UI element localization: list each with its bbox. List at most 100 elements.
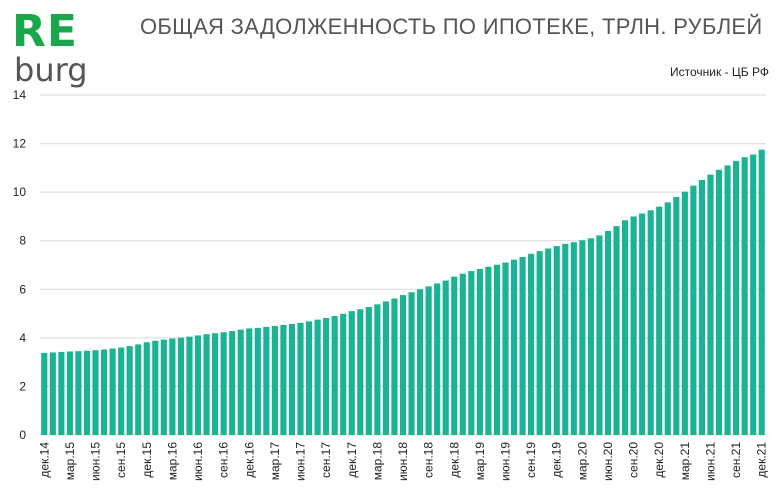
x-tick-label: сен.18: [422, 442, 436, 478]
x-tick-label: мар.16: [165, 442, 179, 481]
bar: [177, 337, 184, 435]
x-tick-label: дек.19: [550, 442, 564, 478]
bar: [314, 319, 321, 435]
bar: [357, 309, 364, 435]
bar: [41, 352, 48, 435]
bar: [604, 231, 612, 435]
bar: [186, 336, 193, 435]
bar: [741, 157, 748, 436]
bar: [690, 185, 697, 435]
bars: [41, 149, 765, 436]
bar: [733, 161, 740, 435]
x-tick-label: дек.15: [140, 442, 154, 478]
bar: [715, 169, 723, 436]
x-tick-label: дек.17: [345, 442, 359, 478]
x-tick-label: июн.16: [191, 442, 205, 481]
x-tick-label: мар.21: [678, 442, 692, 481]
logo-re-text: RE: [12, 6, 78, 57]
logo-burg-text: burg: [14, 51, 88, 89]
x-tick-label: мар.19: [473, 442, 487, 481]
bar: [297, 322, 304, 435]
bar: [220, 332, 227, 435]
bar: [587, 238, 594, 435]
reburg-logo: RE burg: [12, 6, 88, 90]
bar: [331, 316, 338, 435]
bar: [425, 286, 432, 435]
bar: [656, 206, 663, 435]
y-tick-label: 6: [19, 282, 26, 296]
bar: [75, 351, 82, 435]
bar: [135, 344, 142, 435]
y-tick-label: 0: [19, 428, 26, 442]
bar: [288, 324, 296, 435]
bar: [58, 351, 65, 435]
bar: [83, 350, 91, 435]
bar: [510, 259, 518, 435]
bar: [673, 197, 680, 435]
y-tick-label: 10: [13, 185, 27, 199]
bar: [570, 242, 577, 435]
bar: [365, 307, 372, 435]
bar: [707, 174, 714, 435]
bar: [152, 340, 159, 435]
bar: [562, 243, 569, 435]
x-tick-label: мар.15: [63, 442, 77, 481]
bar: [382, 301, 389, 435]
x-tick-label: дек.20: [652, 442, 666, 478]
bar: [681, 191, 688, 435]
bar: [630, 216, 637, 435]
x-tick-label: дек.21: [755, 442, 769, 478]
bar: [246, 328, 253, 435]
bar: [622, 220, 629, 435]
bar: [263, 326, 270, 435]
bar: [553, 246, 560, 435]
bar: [109, 348, 116, 435]
bar: [536, 251, 543, 435]
bar: [66, 351, 73, 435]
x-tick-label: мар.18: [370, 442, 384, 481]
bar: [399, 295, 407, 435]
bar: [596, 235, 603, 435]
bar: [126, 346, 133, 435]
bar: [545, 248, 552, 435]
x-tick-label: сен.21: [729, 442, 743, 478]
x-tick-label: дек.14: [37, 442, 51, 478]
bar: [280, 324, 287, 435]
y-tick-label: 12: [13, 137, 27, 151]
y-tick-label: 2: [19, 379, 26, 393]
bar: [519, 256, 526, 435]
bar: [323, 317, 330, 435]
bar: [340, 313, 347, 435]
bar: [229, 331, 236, 435]
bar: [118, 347, 125, 435]
y-tick-label: 4: [19, 331, 26, 345]
x-tick-label: сен.20: [627, 442, 641, 478]
x-tick-label: сен.15: [114, 442, 128, 478]
bar: [254, 327, 261, 435]
bar: [724, 165, 731, 435]
bar: [374, 304, 381, 435]
x-tick-label: дек.18: [447, 442, 461, 478]
bar: [459, 273, 466, 435]
bar: [160, 339, 167, 435]
x-axis-ticks: дек.14 мар.15 июн.15 сен.15 дек.15 мар.16 июн.…: [37, 442, 768, 481]
bar: [493, 264, 501, 435]
x-tick-label: июн.19: [498, 442, 512, 481]
bar: [169, 338, 176, 435]
x-tick-label: июн.18: [396, 442, 410, 481]
x-tick-label: июн.20: [601, 442, 615, 481]
bar: [194, 335, 202, 435]
bar: [451, 276, 458, 435]
bar: [442, 280, 449, 435]
x-tick-label: мар.17: [268, 442, 282, 481]
x-tick-label: июн.21: [703, 442, 717, 481]
bar: [579, 240, 586, 435]
y-axis-ticks: 0 2 4 6 8 10 12 14: [13, 88, 27, 442]
bar: [408, 292, 415, 435]
bar: [528, 253, 535, 435]
x-tick-label: дек.16: [242, 442, 256, 478]
bar: [92, 350, 99, 435]
bar: [758, 149, 765, 435]
x-tick-label: июн.17: [294, 442, 308, 481]
bar: [664, 202, 671, 435]
